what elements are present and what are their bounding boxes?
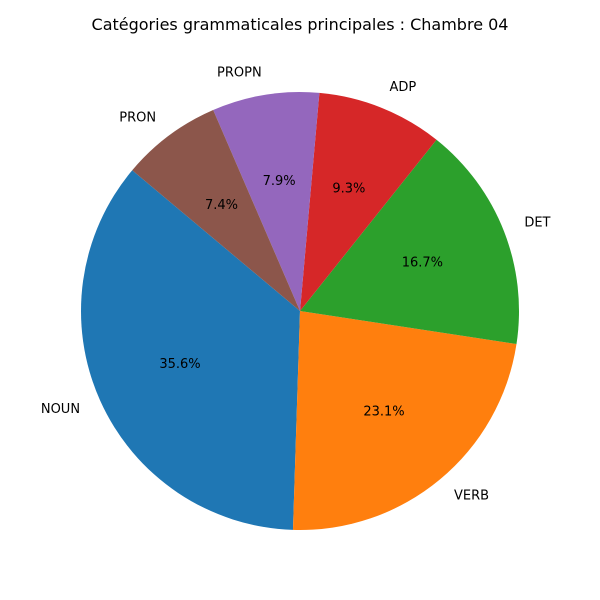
category-label-verb: VERB <box>454 489 489 504</box>
percentage-labels: 35.6% 23.1% 16.7% 9.3% 7.9% 7.4% <box>159 174 443 420</box>
category-labels: NOUN VERB DET ADP PROPN PRON <box>41 66 551 504</box>
pie-slice-pron <box>132 109 300 311</box>
category-label-propn: PROPN <box>217 66 262 81</box>
pie-slices <box>81 91 519 531</box>
percentage-label-noun: 35.6% <box>159 357 200 372</box>
category-label-det: DET <box>524 216 550 231</box>
chart-title: Catégories grammaticales principales : C… <box>92 15 509 34</box>
category-label-adp: ADP <box>390 80 417 95</box>
percentage-label-verb: 23.1% <box>363 405 404 420</box>
percentage-label-adp: 9.3% <box>332 182 365 197</box>
percentage-label-det: 16.7% <box>402 256 443 271</box>
pie-slice-verb <box>292 311 517 531</box>
pie-slice-noun <box>81 170 300 530</box>
percentage-label-pron: 7.4% <box>205 198 238 213</box>
pie-slice-adp <box>300 92 437 311</box>
pie-slice-propn <box>213 91 320 311</box>
pie-slice-det <box>300 139 519 345</box>
category-label-noun: NOUN <box>41 402 80 417</box>
percentage-label-propn: 7.9% <box>263 174 296 189</box>
category-label-pron: PRON <box>119 110 156 125</box>
